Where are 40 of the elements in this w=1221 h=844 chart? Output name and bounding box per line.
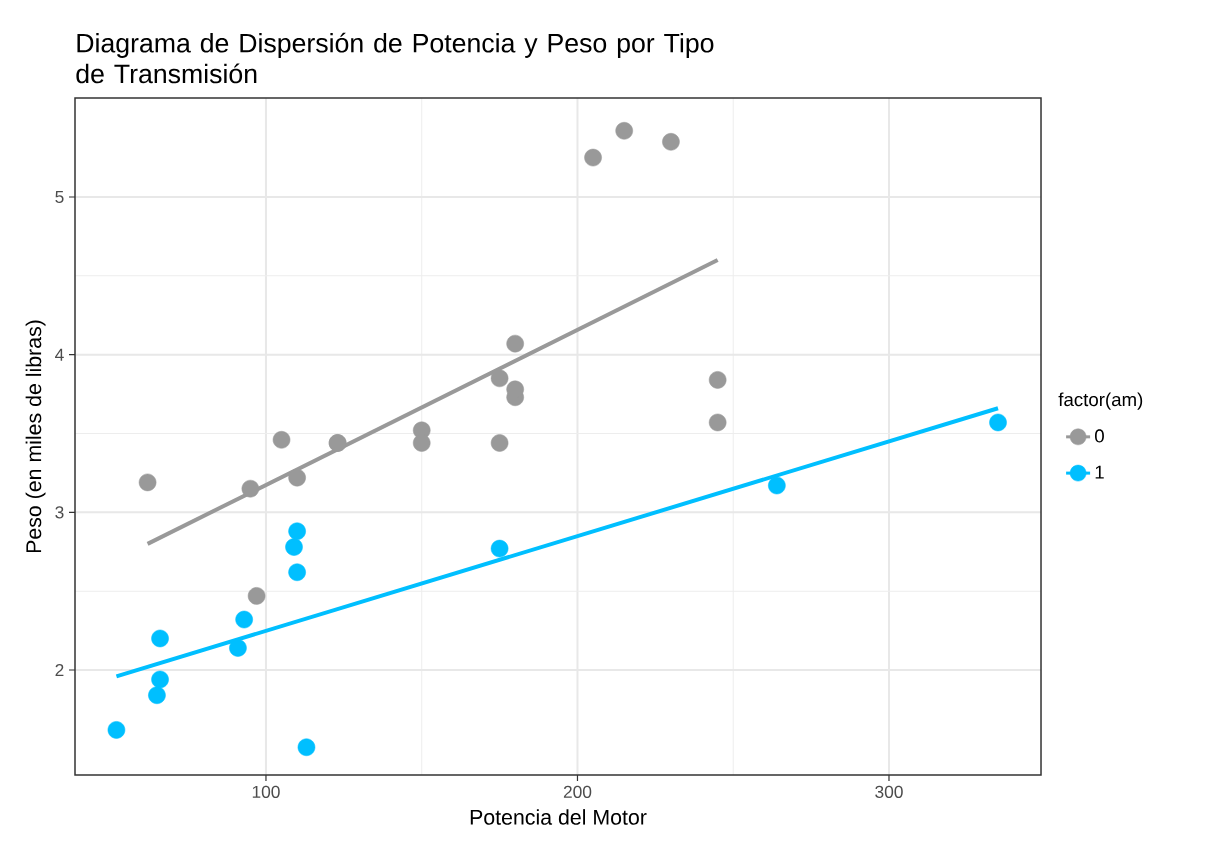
point bbox=[148, 686, 166, 704]
point bbox=[288, 468, 306, 487]
y-tick-label: 3 bbox=[55, 506, 64, 519]
point bbox=[285, 538, 303, 556]
point bbox=[107, 721, 126, 739]
legend-label: 0 bbox=[1095, 429, 1104, 443]
x-tick-label: 100 bbox=[252, 785, 280, 798]
point bbox=[288, 563, 306, 582]
y-axis-title: Peso (en miles de libras) bbox=[25, 320, 46, 553]
point bbox=[412, 434, 431, 452]
point bbox=[490, 434, 509, 452]
point bbox=[708, 371, 727, 389]
x-axis-title: Potencia del Motor bbox=[470, 809, 647, 825]
point bbox=[247, 587, 266, 605]
x-tick-label: 200 bbox=[563, 785, 592, 798]
point bbox=[615, 122, 633, 140]
y-tick-label: 5 bbox=[55, 190, 64, 204]
point bbox=[151, 670, 169, 689]
point bbox=[235, 610, 253, 629]
point bbox=[584, 148, 602, 167]
legend-label: 1 bbox=[1095, 465, 1104, 479]
point bbox=[151, 629, 169, 648]
point bbox=[662, 133, 680, 151]
chart-title: Diagrama de Dispersión de Potencia y Peso por Tipo de Transmisión bbox=[76, 32, 714, 84]
point bbox=[229, 639, 247, 657]
point bbox=[989, 413, 1007, 432]
point bbox=[272, 431, 291, 449]
point bbox=[506, 334, 524, 353]
x-tick-label: 300 bbox=[875, 785, 903, 798]
y-tick-label: 4 bbox=[55, 348, 64, 361]
point bbox=[490, 369, 509, 388]
point bbox=[288, 522, 306, 541]
legend-title: factor(am) bbox=[1058, 392, 1143, 410]
point bbox=[297, 738, 316, 757]
point bbox=[708, 413, 727, 432]
point bbox=[138, 473, 157, 492]
point bbox=[241, 479, 260, 498]
y-tick-label: 2 bbox=[55, 663, 64, 677]
point bbox=[768, 476, 786, 495]
point bbox=[490, 539, 509, 558]
